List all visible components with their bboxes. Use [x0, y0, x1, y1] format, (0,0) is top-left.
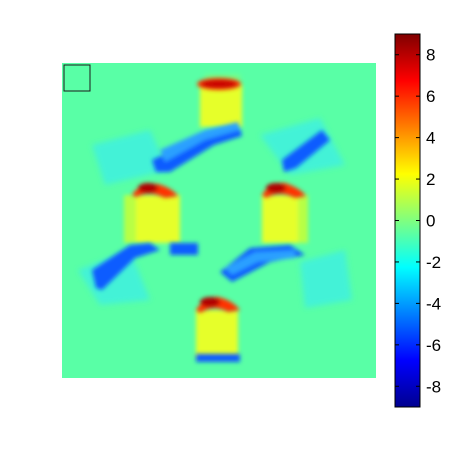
negative-trough-regions: [92, 122, 330, 362]
reference-cell-box: [63, 64, 91, 92]
colorbar-ticks: 8 6 4 2 0 -2 -4 -6 -8: [395, 46, 441, 396]
positive-peak-regions: [132, 78, 306, 313]
colorbar-tick-label: -8: [426, 377, 441, 396]
heatmap-field: [78, 75, 352, 362]
colorbar: 8 6 4 2 0 -2 -4 -6 -8: [394, 33, 441, 408]
colorbar-tick-label: 0: [426, 212, 435, 231]
colorbar-tick-label: 4: [426, 129, 435, 148]
plateau-regions: [124, 85, 308, 358]
colorbar-tick-label: -6: [426, 336, 441, 355]
colorbar-tick-label: 2: [426, 170, 435, 189]
heatmap-axes: [62, 63, 376, 378]
colorbar-tick-label: 8: [426, 46, 435, 65]
colorbar-tick-label: -2: [426, 253, 441, 272]
colorbar-tick-label: 6: [426, 87, 435, 106]
colorbar-tick-label: -4: [426, 294, 441, 313]
